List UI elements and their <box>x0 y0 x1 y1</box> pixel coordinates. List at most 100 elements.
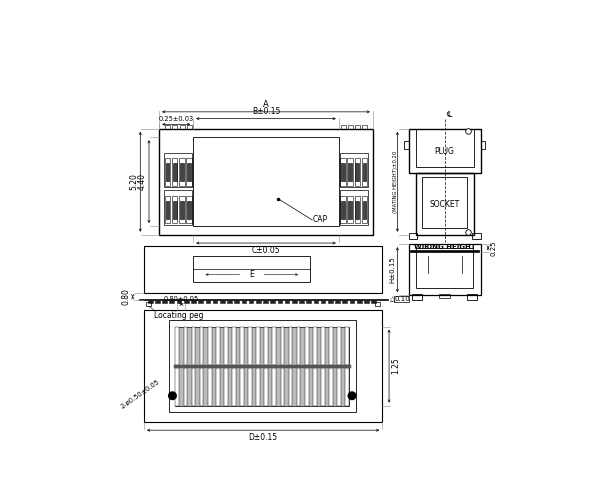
Text: H±0.15: H±0.15 <box>389 256 396 283</box>
Text: PLUG: PLUG <box>435 147 455 156</box>
Bar <box>409 244 480 295</box>
Bar <box>348 201 352 219</box>
Bar <box>198 300 203 303</box>
Bar <box>472 233 480 239</box>
Bar <box>264 368 268 406</box>
Bar <box>169 320 356 412</box>
Bar <box>357 300 362 303</box>
Bar <box>263 300 268 303</box>
Bar <box>187 163 191 181</box>
Bar <box>412 295 422 300</box>
Bar <box>200 327 203 364</box>
Bar <box>216 368 220 406</box>
Bar <box>337 368 341 406</box>
Bar <box>347 196 353 223</box>
Bar <box>270 300 275 303</box>
Bar <box>187 201 191 219</box>
Bar <box>355 163 359 181</box>
Bar <box>179 196 185 223</box>
Bar <box>341 125 346 129</box>
Bar <box>341 163 345 181</box>
Bar <box>248 368 252 406</box>
Bar <box>313 368 317 406</box>
Bar <box>191 300 196 303</box>
Bar <box>374 302 380 306</box>
Bar <box>200 368 203 406</box>
Bar <box>345 368 349 406</box>
Text: 0.25±0.03: 0.25±0.03 <box>159 116 194 122</box>
Bar <box>205 300 210 303</box>
Bar <box>329 368 333 406</box>
Bar <box>340 159 346 186</box>
Bar <box>362 163 367 181</box>
Bar <box>305 368 309 406</box>
Bar <box>281 368 284 406</box>
Bar <box>299 300 304 303</box>
Text: D±0.15: D±0.15 <box>249 433 278 442</box>
Bar <box>416 255 427 273</box>
Bar <box>240 327 244 364</box>
Bar <box>281 327 284 364</box>
Bar <box>340 196 346 223</box>
Bar <box>364 300 369 303</box>
Text: E: E <box>249 270 254 279</box>
Bar <box>179 159 185 186</box>
Bar <box>173 163 176 181</box>
Circle shape <box>348 392 356 400</box>
Bar <box>297 368 300 406</box>
Bar <box>175 368 179 406</box>
Bar <box>241 300 246 303</box>
Bar <box>172 125 178 129</box>
Bar <box>164 153 193 188</box>
Text: 5.20: 5.20 <box>129 173 138 190</box>
Bar <box>240 368 244 406</box>
Bar <box>362 125 367 129</box>
Bar <box>362 159 367 186</box>
Bar <box>175 327 179 364</box>
Bar <box>184 327 187 364</box>
Bar <box>321 368 324 406</box>
Bar <box>273 368 276 406</box>
Bar <box>165 159 170 186</box>
Bar <box>329 327 333 364</box>
Bar <box>144 246 382 293</box>
Bar <box>256 327 260 364</box>
Text: WIRING HEIGHT: WIRING HEIGHT <box>414 244 476 250</box>
Bar <box>343 300 347 303</box>
Bar <box>155 300 160 303</box>
Bar <box>180 163 184 181</box>
Bar <box>337 327 341 364</box>
Bar <box>172 159 178 186</box>
Bar <box>220 300 225 303</box>
Bar <box>176 300 181 303</box>
Bar <box>191 327 196 364</box>
Text: 2-ø0.50±0.05: 2-ø0.50±0.05 <box>119 378 161 409</box>
Text: (MATING HEIGHT)±0.20: (MATING HEIGHT)±0.20 <box>393 151 399 213</box>
Bar <box>278 300 282 303</box>
Text: Locating peg: Locating peg <box>154 311 203 320</box>
Bar <box>439 295 450 298</box>
Bar <box>227 300 232 303</box>
Circle shape <box>169 392 176 400</box>
Bar <box>314 300 318 303</box>
Bar <box>249 300 253 303</box>
Bar <box>362 196 367 223</box>
Bar <box>409 233 417 239</box>
Bar <box>340 153 368 188</box>
Bar <box>172 196 178 223</box>
Bar <box>166 163 169 181</box>
Bar <box>208 368 211 406</box>
Bar <box>313 327 317 364</box>
Bar <box>305 327 309 364</box>
Bar <box>166 201 169 219</box>
Bar <box>164 191 193 225</box>
Bar <box>462 255 473 273</box>
Bar <box>347 159 353 186</box>
Bar <box>297 327 300 364</box>
Bar <box>273 327 276 364</box>
Text: △: △ <box>390 296 395 301</box>
Bar <box>288 368 293 406</box>
Bar <box>191 368 196 406</box>
Text: A: A <box>263 100 269 109</box>
Bar <box>340 191 368 225</box>
